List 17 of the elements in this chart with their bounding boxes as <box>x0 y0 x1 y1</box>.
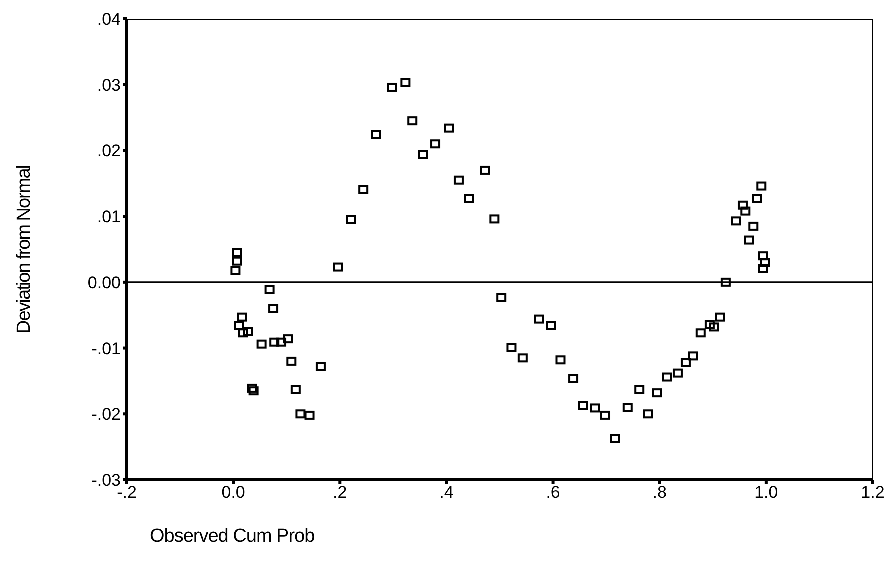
y-tick-label: -.02 <box>92 405 121 424</box>
x-axis-title: Observed Cum Prob <box>150 526 315 548</box>
x-tick-label: .8 <box>652 483 667 502</box>
y-tick-label: -.03 <box>92 471 121 490</box>
y-tick-label: .04 <box>97 10 121 30</box>
x-tick-label: 1.2 <box>861 483 885 502</box>
x-tick-label: 1.0 <box>754 483 778 502</box>
x-tick-label: .6 <box>546 483 560 502</box>
x-tick-label: .2 <box>333 483 348 502</box>
y-axis-title: Deviation from Normal <box>14 166 36 334</box>
y-tick-label: 0.00 <box>88 273 121 292</box>
y-tick-label: .03 <box>97 76 121 95</box>
x-tick-label: .4 <box>440 483 454 502</box>
y-tick-label: .02 <box>97 142 121 161</box>
x-tick-label: 0.0 <box>222 483 246 502</box>
y-tick-label: .01 <box>97 208 121 227</box>
y-tick-label: -.01 <box>92 339 121 358</box>
